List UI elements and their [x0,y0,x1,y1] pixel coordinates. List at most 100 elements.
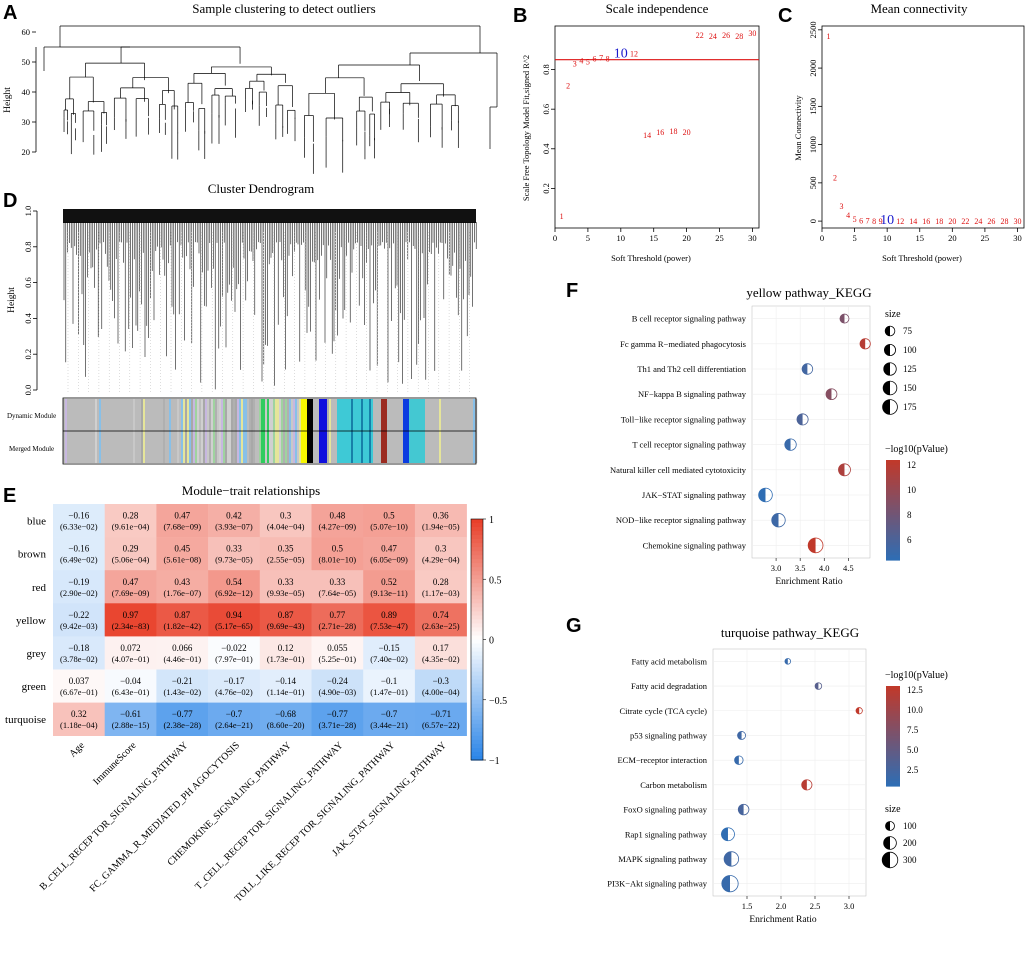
panel-e-colorbar-step [471,611,483,616]
panel-f-color-legend-step [886,525,900,529]
panel-f-category-label: T cell receptor signaling pathway [632,440,746,450]
panel-e-cell [53,669,105,703]
panel-e-cell-pvalue: (1.18e−04) [60,720,98,730]
panel-e-cell [104,570,157,604]
panel-g-color-legend-step [886,706,900,710]
panel-g-color-legend-step [886,756,900,760]
panel-e-colorbar-step [471,559,483,564]
panel-c-xtick-label: 10 [883,233,892,243]
panel-f-color-legend-step [886,542,900,546]
panel-e-cell-value: 0.35 [278,544,294,554]
panel-b-point-label: 5 [586,58,590,67]
panel-e-colorbar-step [471,579,483,584]
panel-c-point-label: 5 [853,215,857,224]
panel-d-top-band [63,209,476,223]
panel-e-cell [363,570,416,604]
panel-e-cell-value: 0.48 [329,511,345,521]
panel-e-cell-value: 0.055 [327,643,348,653]
panel-e-cell-value: −0.21 [172,676,193,686]
panel-a-ytick-label: 30 [22,117,31,127]
panel-c-ytick-label: 1000 [808,136,818,153]
panel-f-color-legend-step [886,530,900,534]
panel-e-cell-pvalue: (6.33e−02) [60,522,98,532]
panel-e-cell [414,603,467,637]
panel-d-yticks: 0.0 0.2 0.4 0.6 0.8 1.0 [23,206,37,396]
panel-g-color-legend-step [886,778,900,782]
panel-b-point-label: 16 [656,128,664,137]
panel-e-cell-pvalue: (7.40e−02) [370,654,408,664]
panel-e-cell-pvalue: (2.38e−28) [163,720,201,730]
panel-e-cell-pvalue: (4.90e−03) [319,687,357,697]
panel-f-color-legend-step [886,462,900,466]
panel-e-cell [208,537,261,571]
panel-e-cell [208,636,261,670]
panel-g-color-legend-step [886,708,900,712]
panel-f-color-legend-step [886,535,900,539]
panel-g-size-legend-label: 200 [903,838,917,848]
panel-e-colorbar-step [471,563,483,568]
panel-e-cell-pvalue: (2.90e−02) [60,588,98,598]
panel-c-point-label: 6 [859,216,863,225]
panel-e-cell-pvalue: (1.94e−05) [422,522,460,532]
panel-f-color-legend-step [886,465,900,469]
panel-b-ytick-label: 0.4 [541,143,551,154]
panel-e-cell-pvalue: (6.43e−01) [112,687,150,697]
panel-b-point-label: 10 [614,47,628,62]
panel-g-category-label: ECM−receptor interaction [617,755,707,765]
panel-e-cell-value: 0.5 [383,511,395,521]
panel-e-cell [311,504,364,538]
panel-f-bubble [826,388,832,400]
panel-e-colorbar-step [471,623,483,629]
panel-f-size-legend-dot [884,344,890,356]
panel-b-xlabel: Soft Threshold (power) [611,253,691,263]
panel-e-colorbar-step [471,683,483,689]
panel-c-xlabel: Soft Threshold (power) [882,253,962,263]
panel-e-cell-value: 0.037 [69,676,90,686]
panel-e-colorbar-step [471,715,483,721]
panel-f-color-legend-label: 6 [907,535,912,545]
panel-b-xtick-label: 5 [586,233,590,243]
panel-e-colorbar-step [471,675,483,681]
panel-e-cell-value: 0.12 [278,643,294,653]
panel-e-cell-pvalue: (3.93e−07) [215,522,253,532]
panel-e-cell [53,504,105,538]
panel-f-color-legend-step [886,487,900,491]
panel-f-color-legend-step [886,532,900,536]
panel-g-color-legend-step [886,696,900,700]
panel-b-point-label: 22 [696,31,704,40]
panel-e-cell-pvalue: (5.06e−04) [112,555,150,565]
panel-c-point-label: 22 [961,217,969,226]
panel-e-cell-pvalue: (7.69e−09) [112,588,150,598]
panel-e-colorbar-step [471,527,483,532]
panel-e-cell [156,702,209,736]
panel-e-cell-pvalue: (1.43e−02) [163,687,201,697]
panel-b-point-label: 28 [735,32,743,41]
panel-e-cell-pvalue: (3.78e−02) [60,654,98,664]
panel-b-point-label: 3 [573,60,577,69]
panel-c-point-label: 3 [840,202,844,211]
panel-f-category-label: Natural killer cell mediated cytotoxicit… [610,465,747,475]
panel-e-cell [311,702,364,736]
panel-f-size-legend-dot [883,381,890,395]
panel-e-cell [363,537,416,571]
panel-e-colorbar-step [471,695,483,701]
panel-g-bubble [784,658,788,665]
panel-g-category-label: p53 signaling pathway [630,730,708,740]
panel-e-cell-pvalue: (8.01e−10) [319,555,357,565]
panel-e-cell-pvalue: (9.13e−11) [370,588,407,598]
panel-e-cell-value: 0.17 [433,643,449,653]
panel-d-ytick-label: 0.0 [23,385,33,396]
panel-e-colorbar-step [471,751,483,757]
panel-e-cell-pvalue: (6.05e−09) [370,555,408,565]
panel-f-category-label: Chemokine signaling pathway [643,540,747,550]
panel-g-bubble [815,682,819,690]
panel-f-size-legend-dot [885,326,890,336]
panel-g-category-label: MAPK signaling pathway [618,854,708,864]
panel-e-cell [311,537,364,571]
panel-d-ytick-label: 0.4 [23,312,33,323]
panel-e-colorbar-step [471,603,483,608]
panel-f-title: yellow pathway_KEGG [746,285,871,300]
panel-g-color-legend-step [886,748,900,752]
panel-e-cell [104,603,157,637]
panel-f-bubble [796,413,803,425]
